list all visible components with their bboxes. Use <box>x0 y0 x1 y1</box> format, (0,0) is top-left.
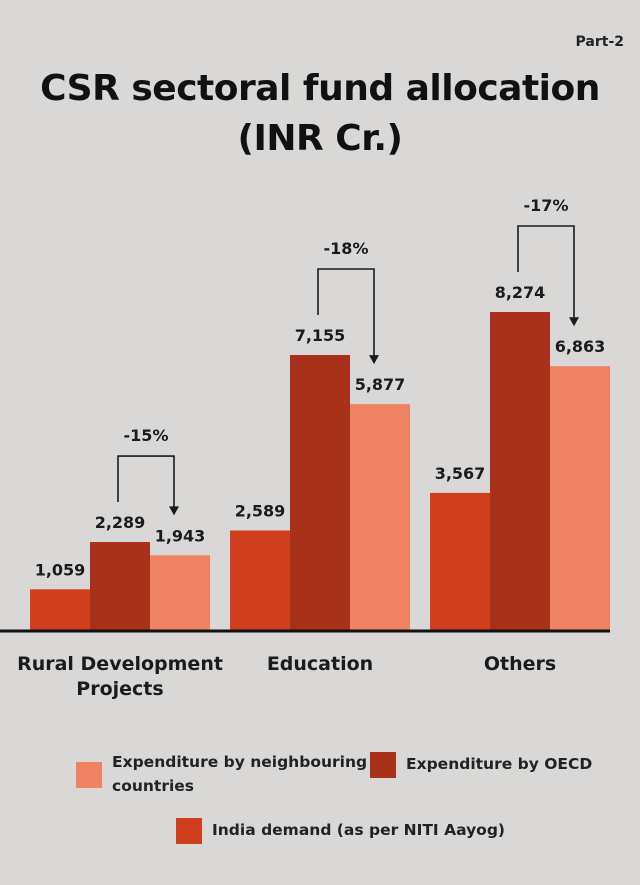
category-label-rural: Rural Development Projects <box>17 653 223 700</box>
data-label-rural-india: 1,059 <box>35 560 86 579</box>
chart-title: CSR sectoral fund allocation (INR Cr.) <box>0 64 640 164</box>
bar-rural-india <box>30 589 90 630</box>
category-label-others: Others <box>483 653 557 675</box>
data-label-education-india: 2,589 <box>235 501 286 520</box>
change-bracket-education <box>317 268 375 357</box>
legend-item-oecd: Expenditure by OECD <box>370 752 592 778</box>
bar-others-neighbouring <box>550 366 610 630</box>
data-label-others-neighbouring: 6,863 <box>555 337 606 356</box>
chart-title-line-1: CSR sectoral fund allocation <box>40 68 600 109</box>
change-arrowhead-others <box>569 317 579 327</box>
change-bracket-others <box>517 225 575 319</box>
legend-item-neighbouring: Expenditure by neighbouring countries <box>76 750 367 798</box>
data-label-education-oecd: 7,155 <box>295 326 346 345</box>
legend-swatch-neighbouring <box>76 762 102 788</box>
change-annotation-others: -17% <box>524 196 569 215</box>
bar-rural-oecd <box>90 542 150 630</box>
change-arrowhead-education <box>369 355 379 365</box>
legend-label-oecd: Expenditure by OECD <box>406 755 593 773</box>
change-arrowhead-rural <box>169 506 179 516</box>
data-label-rural-neighbouring: 1,943 <box>155 526 206 545</box>
category-label-education: Education <box>266 653 374 675</box>
bar-rural-neighbouring <box>150 555 210 630</box>
legend-label-india: India demand (as per NITI Aayog) <box>212 821 506 839</box>
change-annotation-education: -18% <box>324 239 369 258</box>
bar-others-oecd <box>490 312 550 630</box>
bar-education-india <box>230 530 290 630</box>
bar-education-oecd <box>290 355 350 630</box>
legend-label-neighbouring-2: countries <box>112 777 195 795</box>
bar-education-neighbouring <box>350 404 410 630</box>
data-label-education-neighbouring: 5,877 <box>355 375 406 394</box>
legend-swatch-oecd <box>370 752 396 778</box>
data-label-rural-oecd: 2,289 <box>95 513 146 532</box>
bar-chart: 1,059 2,289 1,943 2,589 7,155 5,877 3,567 8,274… <box>0 196 610 633</box>
change-annotation-rural: -15% <box>124 426 169 445</box>
bar-others-india <box>430 492 490 630</box>
data-label-others-oecd: 8,274 <box>495 283 546 302</box>
page-label: Part-2 <box>575 34 624 50</box>
legend-label-neighbouring-1: Expenditure by neighbouring <box>112 753 368 771</box>
legend-item-india: India demand (as per NITI Aayog) <box>176 818 505 844</box>
chart-title-line-2: (INR Cr.) <box>237 118 403 159</box>
data-label-others-india: 3,567 <box>435 464 486 483</box>
change-bracket-rural <box>117 455 175 508</box>
legend-swatch-india <box>176 818 202 844</box>
